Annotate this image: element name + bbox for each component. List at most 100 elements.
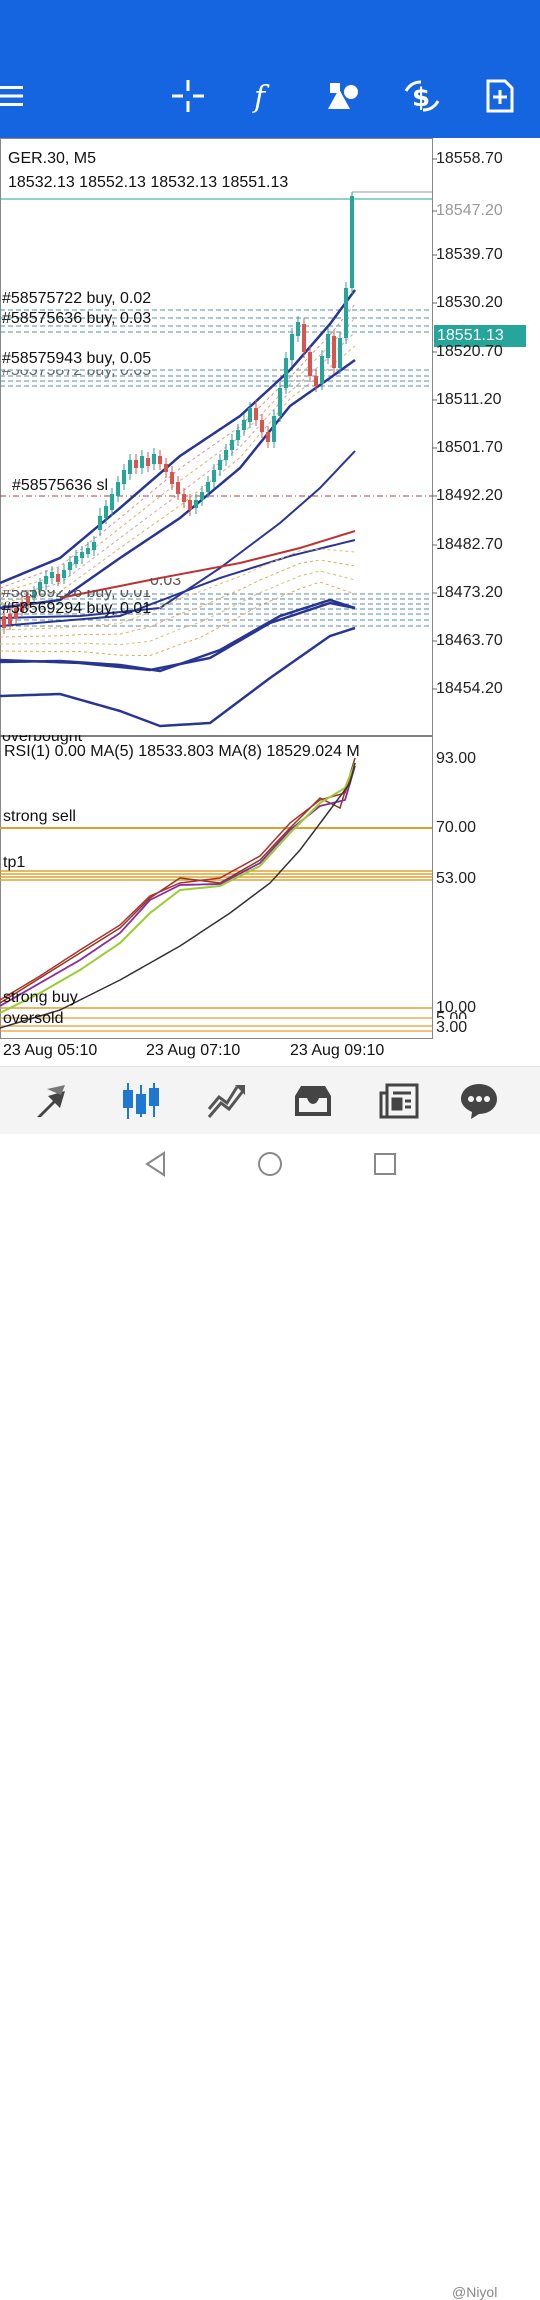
candle-body — [320, 356, 324, 384]
level-oversold-label: oversold — [3, 1010, 64, 1027]
function-icon[interactable]: f — [244, 74, 284, 118]
candlestick — [236, 424, 240, 446]
order-label[interactable]: 0.03 — [150, 572, 182, 589]
candlestick — [182, 488, 186, 508]
rsi-header: RSI(1) 0.00 MA(5) 18533.803 MA(8) 18529.… — [4, 743, 360, 760]
level-oversold-value: 3.00 — [436, 1019, 468, 1036]
level-tp1-value: 53.00 — [436, 870, 477, 887]
candle-body — [128, 460, 132, 474]
upper-band-bottom — [0, 358, 356, 610]
level-strong-buy-label: strong buy — [3, 989, 78, 1006]
news-icon[interactable] — [375, 1077, 423, 1125]
quotes-icon[interactable] — [31, 1077, 79, 1125]
level-tp1-label: tp1 — [3, 854, 26, 871]
candlestick — [224, 444, 228, 466]
candlestick — [338, 332, 342, 374]
candle-body — [248, 408, 252, 422]
candlestick — [68, 556, 72, 576]
order-label[interactable]: #58569294 buy, 0.01 — [2, 600, 152, 617]
candle-body — [8, 614, 12, 624]
time-axis-label: 23 Aug 09:10 — [290, 1042, 385, 1059]
candle-body — [164, 464, 168, 472]
candlestick — [266, 426, 270, 448]
time-axis-label: 23 Aug 05:10 — [3, 1042, 98, 1059]
candle-body — [344, 288, 348, 338]
trade-icon[interactable]: $ — [402, 74, 442, 118]
candle-body — [104, 506, 108, 518]
rsi-line-black — [0, 762, 356, 1029]
candle-body — [56, 574, 60, 582]
candlestick — [332, 330, 336, 374]
candlestick — [164, 458, 168, 478]
candle-body — [284, 358, 288, 388]
objects-icon[interactable] — [324, 74, 364, 118]
top-toolbar: f $ — [0, 0, 540, 138]
candlestick — [56, 568, 60, 586]
hamburger-icon[interactable] — [0, 74, 28, 118]
recents-icon[interactable] — [371, 1150, 399, 1178]
time-axis-label: 23 Aug 07:10 — [146, 1042, 241, 1059]
upper-band-top — [0, 289, 357, 585]
candlestick — [230, 434, 234, 456]
candle-body — [200, 492, 204, 500]
rsi-max-label: 93.00 — [436, 750, 477, 767]
candlestick — [320, 350, 324, 390]
level-strong-sell-value: 70.00 — [436, 819, 477, 836]
candle-body — [116, 482, 120, 496]
candle-body — [350, 196, 354, 288]
level-5-value: 5.00 — [436, 1010, 468, 1027]
order-label[interactable]: #58569276 buy, 0.01 — [2, 584, 152, 601]
candle-body — [110, 494, 114, 510]
candlestick — [146, 452, 150, 472]
candle-body — [92, 542, 96, 550]
candle-body — [134, 460, 138, 468]
candlestick — [98, 508, 102, 536]
trade-icon[interactable] — [203, 1077, 251, 1125]
candlestick — [218, 454, 222, 476]
candlestick — [260, 414, 264, 438]
candle-body — [152, 454, 156, 464]
candlestick — [170, 466, 174, 490]
crosshair-icon[interactable] — [168, 74, 208, 118]
candle-body — [206, 482, 210, 492]
candlestick — [50, 566, 54, 584]
candle-body — [38, 582, 42, 590]
candle-body — [122, 470, 126, 484]
price-axis-label: 18501.70 — [436, 439, 503, 456]
candlestick — [314, 370, 318, 392]
candle-body — [278, 388, 282, 416]
candlestick — [122, 464, 126, 490]
candlestick — [92, 536, 96, 556]
chart-frame — [0, 138, 433, 1039]
new-order-icon[interactable] — [480, 74, 520, 118]
upper-band-mid — [0, 331, 356, 599]
rsi-line-green — [0, 762, 356, 1014]
candle-body — [230, 440, 234, 450]
back-icon[interactable] — [142, 1150, 170, 1178]
order-label[interactable]: #58575872 buy, 0.05 — [2, 362, 152, 379]
candle-body — [302, 324, 306, 352]
order-label[interactable]: #58575722 buy, 0.02 — [2, 290, 152, 307]
history-icon[interactable] — [289, 1077, 337, 1125]
chat-icon[interactable] — [455, 1077, 503, 1125]
lower-band-mid — [0, 559, 356, 638]
candle-body — [296, 322, 300, 336]
chart-canvas[interactable] — [0, 138, 540, 1066]
stop-loss-label[interactable]: #58575636 sl — [12, 477, 109, 494]
upper-band-mid — [0, 345, 356, 604]
order-label[interactable]: #58575636 buy, 0.03 — [2, 310, 152, 327]
candlestick — [284, 352, 288, 394]
order-label[interactable]: #58575943 buy, 0.05 — [2, 350, 152, 368]
candle-body — [14, 608, 18, 618]
home-icon[interactable] — [256, 1150, 284, 1178]
candlestick — [104, 500, 108, 524]
candlestick — [326, 328, 330, 364]
chart-area[interactable]: GER.30, M5 18532.13 18552.13 18532.13 18… — [0, 138, 540, 1066]
candle-body — [80, 552, 84, 558]
candle-body — [26, 596, 30, 604]
chart-icon[interactable] — [117, 1077, 165, 1125]
candlestick — [158, 450, 162, 470]
candle-body — [308, 352, 312, 376]
candle-body — [20, 602, 24, 612]
candle-body — [260, 420, 264, 432]
